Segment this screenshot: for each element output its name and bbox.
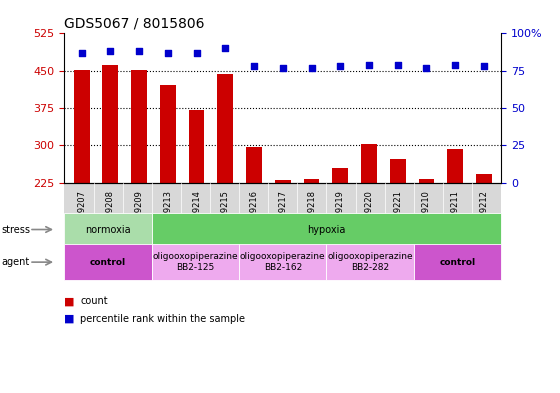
Text: agent: agent [1,257,29,267]
Point [221,45,230,51]
Point [365,62,374,68]
Bar [189,110,204,183]
Bar [131,70,147,183]
Text: oligooxopiperazine
BB2-162: oligooxopiperazine BB2-162 [240,252,325,272]
Point [164,50,172,56]
Bar [361,144,377,183]
Bar [304,179,319,183]
Text: percentile rank within the sample: percentile rank within the sample [80,314,245,324]
Bar [74,70,90,183]
Bar [390,159,405,183]
Bar [160,85,176,183]
Text: count: count [80,296,108,307]
Bar [275,180,291,183]
Point [106,48,115,55]
Bar [418,179,435,183]
Text: GDS5067 / 8015806: GDS5067 / 8015806 [64,17,205,31]
Text: oligooxopiperazine
BB2-125: oligooxopiperazine BB2-125 [153,252,238,272]
Bar [102,65,118,183]
Point [134,48,143,55]
Bar [217,74,233,183]
Text: control: control [440,258,475,266]
Bar [333,168,348,183]
Bar [246,147,262,183]
Point [422,64,431,71]
Point [451,62,460,68]
Text: control: control [90,258,126,266]
Point [192,50,201,56]
Bar [476,174,492,183]
Point [307,64,316,71]
Bar [447,149,463,183]
Text: ■: ■ [64,314,75,324]
Text: ■: ■ [64,296,75,307]
Point [479,63,488,70]
Text: stress: stress [1,224,30,235]
Text: hypoxia: hypoxia [307,224,346,235]
Point [336,63,345,70]
Point [393,62,402,68]
Text: oligooxopiperazine
BB2-282: oligooxopiperazine BB2-282 [328,252,413,272]
Text: normoxia: normoxia [85,224,131,235]
Point [278,64,287,71]
Point [77,50,86,56]
Point [250,63,259,70]
